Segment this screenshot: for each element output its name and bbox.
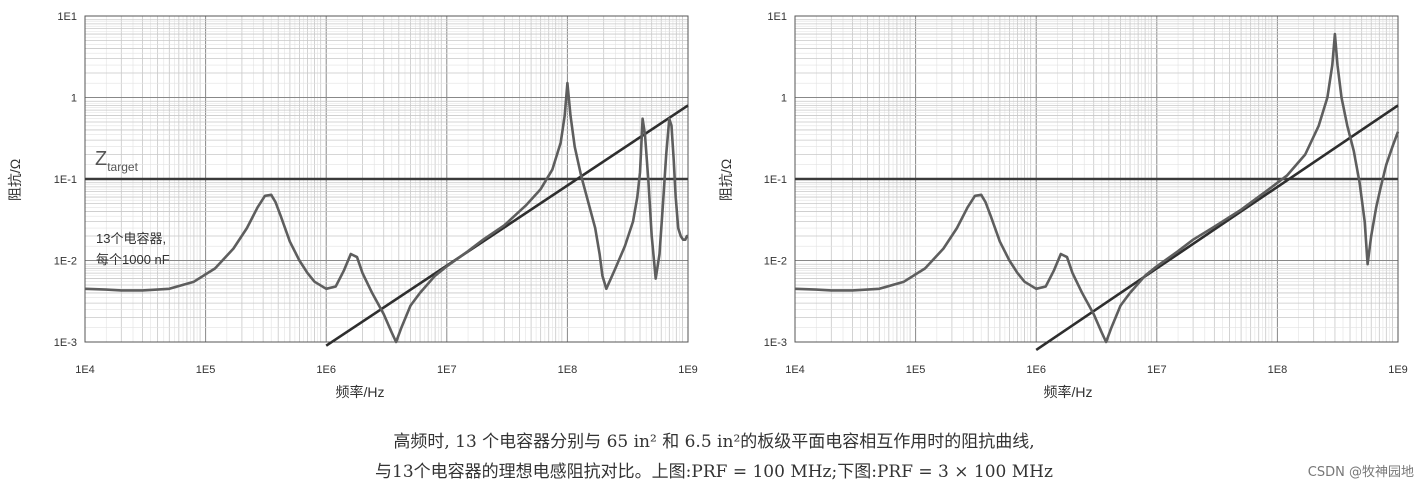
chart-2-ytick-label: 1E-3 — [764, 337, 787, 349]
capacitor-note-line1: 13个电容器, — [96, 231, 166, 246]
chart-1-ytick-label: 1E-2 — [54, 256, 77, 268]
chart-2-xlabel: 频率/Hz — [1044, 384, 1093, 400]
chart-1-xtick-label: 1E9 — [678, 364, 698, 376]
chart-1-impedance-curve — [84, 81, 689, 344]
chart-2-xtick-label: 1E8 — [1268, 364, 1288, 376]
chart-2-xtick-label: 1E6 — [1026, 364, 1046, 376]
chart-2-ytick-label: 1E-1 — [764, 174, 787, 186]
chart-2-ylabel: 阻抗/Ω — [718, 159, 734, 201]
chart-2-impedance-curve — [794, 32, 1400, 344]
watermark: CSDN @牧神园地 — [1307, 465, 1414, 480]
chart-1-xtick-label: 1E6 — [316, 364, 336, 376]
chart-1-ytick-label: 1 — [71, 93, 77, 105]
chart-2-xtick-label: 1E4 — [785, 364, 805, 376]
chart-1-xtick-label: 1E7 — [437, 364, 457, 376]
chart-1-ytick-label: 1E-1 — [54, 174, 77, 186]
target-annotation: Ztarget — [95, 148, 139, 174]
caption-line-2: 与13个电容器的理想电感阻抗对比。上图:PRF = 100 MHz;下图:PRF… — [375, 462, 1053, 482]
chart-1-xtick-label: 1E5 — [196, 364, 216, 376]
capacitor-note-line2: 每个1000 nF — [96, 252, 170, 267]
chart-2-xtick-label: 1E9 — [1388, 364, 1408, 376]
chart-1-ytick-label: 1E-3 — [54, 337, 77, 349]
chart-2-ytick-label: 1 — [781, 93, 787, 105]
chart-1-xtick-label: 1E4 — [75, 364, 95, 376]
chart-2-xtick-label: 1E7 — [1147, 364, 1167, 376]
caption-line-1: 高频时, 13 个电容器分别与 65 in² 和 6.5 in²的板级平面电容相… — [393, 432, 1035, 452]
chart-2-ytick-label: 1E1 — [767, 11, 787, 23]
chart-1-xlabel: 频率/Hz — [336, 384, 385, 400]
chart-1-ylabel: 阻抗/Ω — [7, 159, 23, 201]
chart-2-ytick-label: 1E-2 — [764, 256, 787, 268]
chart-2-inductor-line — [1035, 104, 1399, 351]
chart-2-xtick-label: 1E5 — [906, 364, 926, 376]
chart-1-ytick-label: 1E1 — [57, 11, 77, 23]
chart-1-xtick-label: 1E8 — [558, 364, 578, 376]
chart-1-inductor-line — [325, 104, 689, 347]
